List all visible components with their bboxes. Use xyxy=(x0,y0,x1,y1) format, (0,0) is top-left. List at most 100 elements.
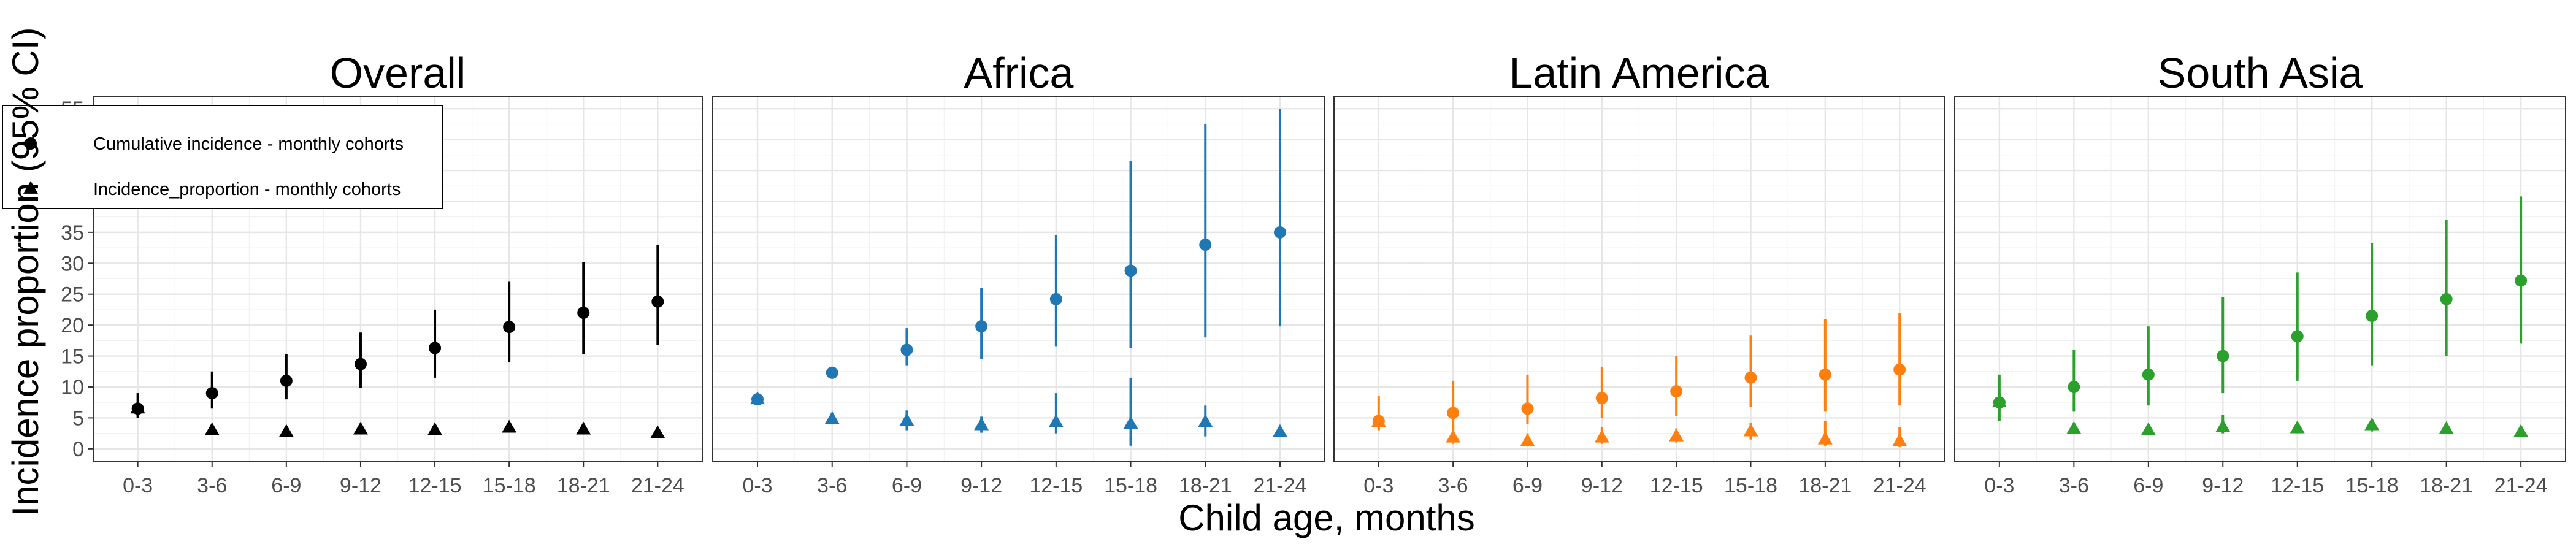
x-tick-label: 9-12 xyxy=(2202,474,2244,497)
x-tick-label: 3-6 xyxy=(817,474,847,497)
series-incidence-proportion xyxy=(130,400,665,438)
panel-2: Latin America 0-3 3-6 6-9 9-12 12-15 15-18 18-2… xyxy=(1333,49,1945,497)
data-point-triangle xyxy=(427,422,443,435)
x-tick-label: 15-18 xyxy=(2345,474,2399,497)
data-point-triangle xyxy=(750,391,765,405)
data-point-triangle xyxy=(1198,414,1213,427)
data-point-triangle xyxy=(2215,419,2231,432)
data-point-circle xyxy=(1595,392,1608,405)
data-point-circle xyxy=(1199,239,1212,251)
x-tick-label: 6-9 xyxy=(1512,474,1543,497)
panel-border xyxy=(1333,96,1945,462)
x-tick-label: 18-21 xyxy=(2420,474,2473,497)
panel-title: Overall xyxy=(330,49,466,97)
series-incidence-proportion xyxy=(1371,414,1907,447)
y-tick-label: 15 xyxy=(61,345,84,369)
legend-box xyxy=(2,105,443,209)
x-tick-label: 21-24 xyxy=(2494,474,2548,497)
series-cumulative-incidence xyxy=(1993,196,2528,421)
data-point-triangle xyxy=(824,411,840,424)
y-tick-label: 25 xyxy=(61,283,84,307)
data-point-circle xyxy=(1049,293,1062,305)
x-tick-label: 12-15 xyxy=(1029,474,1083,497)
data-point-circle xyxy=(2440,293,2453,305)
data-point-circle xyxy=(651,295,664,308)
data-point-triangle xyxy=(650,425,665,438)
panel-border xyxy=(93,96,703,462)
data-point-triangle xyxy=(2066,421,2082,434)
x-tick-label: 3-6 xyxy=(1438,474,1468,497)
x-tick-label: 9-12 xyxy=(1581,474,1623,497)
series-incidence-proportion xyxy=(1991,394,2529,437)
data-point-circle xyxy=(1893,363,1906,376)
x-tick-label: 15-18 xyxy=(483,474,536,497)
panel-1: Africa 0-3 3-6 6-9 9-12 12-15 15-18 18-21 21-24 xyxy=(712,49,1325,497)
y-tick-label: 35 xyxy=(61,221,84,245)
data-point-circle xyxy=(1521,402,1534,415)
panel-title: Africa xyxy=(964,49,1074,97)
data-point-triangle xyxy=(1048,414,1064,427)
data-point-triangle xyxy=(1892,433,1907,446)
panel-3: South Asia 0-3 3-6 6-9 9-12 12-15 15-18 18-21 21… xyxy=(1954,49,2566,497)
data-point-triangle xyxy=(1817,431,1833,445)
y-tick-label: 0 xyxy=(72,438,84,461)
data-point-circle xyxy=(1447,407,1460,419)
series-cumulative-incidence xyxy=(751,109,1286,406)
x-tick-label: 6-9 xyxy=(2133,474,2163,497)
data-point-circle xyxy=(2217,350,2229,362)
data-point-circle xyxy=(1273,226,1286,239)
data-point-triangle xyxy=(2141,422,2156,435)
x-tick-label: 6-9 xyxy=(892,474,922,497)
data-point-circle xyxy=(975,320,988,333)
x-tick-label: 6-9 xyxy=(271,474,301,497)
legend-label: Incidence_proportion - monthly cohorts xyxy=(93,180,401,199)
data-point-circle xyxy=(1819,368,1831,381)
data-point-circle xyxy=(1124,264,1137,277)
legend-triangle-icon xyxy=(23,181,38,194)
data-point-triangle xyxy=(899,413,914,426)
legend: Cumulative incidence - monthly cohorts In… xyxy=(2,105,443,209)
data-point-circle xyxy=(1670,385,1683,398)
data-point-triangle xyxy=(2513,424,2529,437)
data-point-triangle xyxy=(1371,414,1386,427)
x-tick-label: 9-12 xyxy=(340,474,381,497)
x-tick-label: 21-24 xyxy=(1253,474,1306,497)
data-point-circle xyxy=(354,358,367,370)
panel-border xyxy=(712,96,1325,462)
data-point-triangle xyxy=(1446,429,1461,443)
x-axis-title: Child age, months xyxy=(1178,497,1475,538)
data-point-circle xyxy=(503,321,516,334)
data-point-triangle xyxy=(204,422,220,435)
x-tick-label: 15-18 xyxy=(1104,474,1157,497)
data-point-circle xyxy=(1744,371,1757,384)
data-point-triangle xyxy=(2290,420,2305,434)
series-incidence-proportion xyxy=(750,377,1287,446)
data-point-triangle xyxy=(2364,417,2380,431)
data-point-circle xyxy=(826,366,838,379)
y-tick-label: 5 xyxy=(72,407,84,430)
data-point-circle xyxy=(900,343,913,356)
data-point-triangle xyxy=(576,421,591,435)
x-tick-label: 15-18 xyxy=(1724,474,1777,497)
data-point-triangle xyxy=(1520,433,1535,446)
panel-title: South Asia xyxy=(2158,49,2363,97)
x-tick-label: 9-12 xyxy=(960,474,1002,497)
y-axis-title: Incidence proportion (95% CI) xyxy=(5,27,46,516)
x-tick-label: 3-6 xyxy=(2059,474,2089,497)
data-point-triangle xyxy=(1594,429,1609,443)
data-point-triangle xyxy=(974,417,989,431)
x-tick-label: 12-15 xyxy=(1650,474,1703,497)
data-point-circle xyxy=(429,342,442,354)
data-point-triangle xyxy=(130,400,145,414)
data-point-circle xyxy=(2068,380,2080,393)
data-point-circle xyxy=(2366,310,2379,323)
x-tick-label: 18-21 xyxy=(1179,474,1232,497)
x-tick-label: 21-24 xyxy=(631,474,684,497)
x-tick-label: 12-15 xyxy=(408,474,462,497)
data-point-circle xyxy=(577,306,590,319)
x-tick-label: 0-3 xyxy=(123,474,153,497)
data-point-circle xyxy=(2142,368,2155,381)
data-point-triangle xyxy=(502,419,517,433)
